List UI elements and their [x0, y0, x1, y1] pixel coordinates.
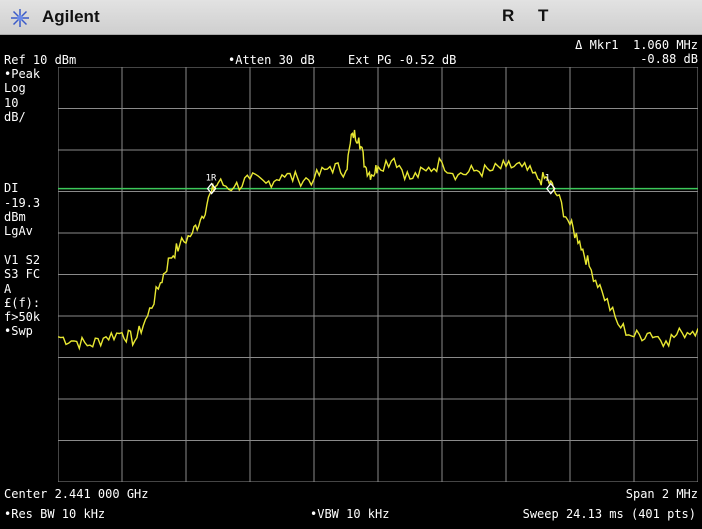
marker-label: Δ Mkr1	[575, 38, 619, 52]
delta-marker-diamond	[545, 182, 556, 195]
left-annotation-line: •Peak	[4, 67, 41, 81]
left-annotation-line: LgAv	[4, 224, 33, 239]
spectrum-display: 1R 1	[58, 67, 698, 482]
ext-pg: Ext PG -0.52 dB	[348, 53, 457, 67]
center-frequency: Center 2.441 000 GHz	[4, 487, 149, 501]
remote-indicator: R	[502, 6, 515, 25]
spectrum-trace	[58, 129, 698, 351]
left-annotation-line: 10	[4, 95, 19, 110]
marker-readout: Δ Mkr1 1.060 MHz -0.88 dB	[575, 38, 698, 66]
reference-marker-diamond	[206, 182, 217, 195]
left-annotation-line: £(f):	[4, 295, 41, 310]
ref-level: Ref 10 dBm	[4, 53, 77, 67]
left-annotation-line: •Swp	[4, 324, 33, 339]
left-annotation-line: f>50k	[4, 310, 41, 325]
left-annotation-line: Log	[4, 81, 26, 96]
left-annotation-line: A	[4, 281, 12, 296]
marker-value: -0.88 dB	[640, 52, 698, 66]
left-annotation-line: DI	[4, 181, 19, 196]
left-annotation-line: V1 S2	[4, 252, 41, 267]
left-annotation-line: dBm	[4, 210, 26, 224]
left-annotation-line: dB/	[4, 109, 26, 124]
video-bandwidth: •VBW 10 kHz	[310, 507, 390, 521]
marker-frequency: 1.060 MHz	[632, 38, 698, 52]
trigger-indicator: T	[538, 6, 549, 25]
left-annotation-line: -19.3	[4, 195, 41, 210]
reference-marker-label: 1R	[206, 174, 217, 184]
left-annotation-line: S3 FC	[4, 267, 41, 282]
brand-name: Agilent	[42, 7, 100, 26]
sweep-time: Sweep 24.13 ms (401 pts)	[522, 507, 696, 521]
resolution-bandwidth: •Res BW 10 kHz	[4, 507, 106, 521]
attenuation: •Atten 30 dB	[228, 53, 315, 67]
delta-marker-label: 1	[545, 174, 550, 184]
frequency-span: Span 2 MHz	[625, 487, 698, 501]
agilent-spark-icon	[11, 9, 29, 27]
title-bar: Agilent R T	[0, 0, 702, 35]
